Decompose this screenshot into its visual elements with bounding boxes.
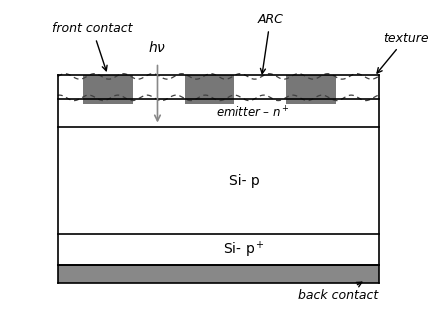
Text: back contact: back contact: [299, 282, 379, 302]
Text: texture: texture: [377, 32, 429, 73]
Text: Si- p: Si- p: [229, 174, 260, 188]
Bar: [58, 75, 379, 99]
Bar: [58, 127, 379, 234]
Bar: [83, 75, 133, 104]
Text: $h\nu$: $h\nu$: [148, 40, 167, 55]
Text: emitter – n$^+$: emitter – n$^+$: [216, 105, 290, 121]
Text: front contact: front contact: [52, 23, 133, 71]
Bar: [287, 75, 336, 104]
Bar: [58, 265, 379, 283]
Text: Si- p$^+$: Si- p$^+$: [223, 239, 265, 260]
Text: ARC: ARC: [257, 13, 283, 74]
Bar: [185, 75, 235, 104]
Bar: [58, 234, 379, 265]
Bar: [58, 99, 379, 127]
